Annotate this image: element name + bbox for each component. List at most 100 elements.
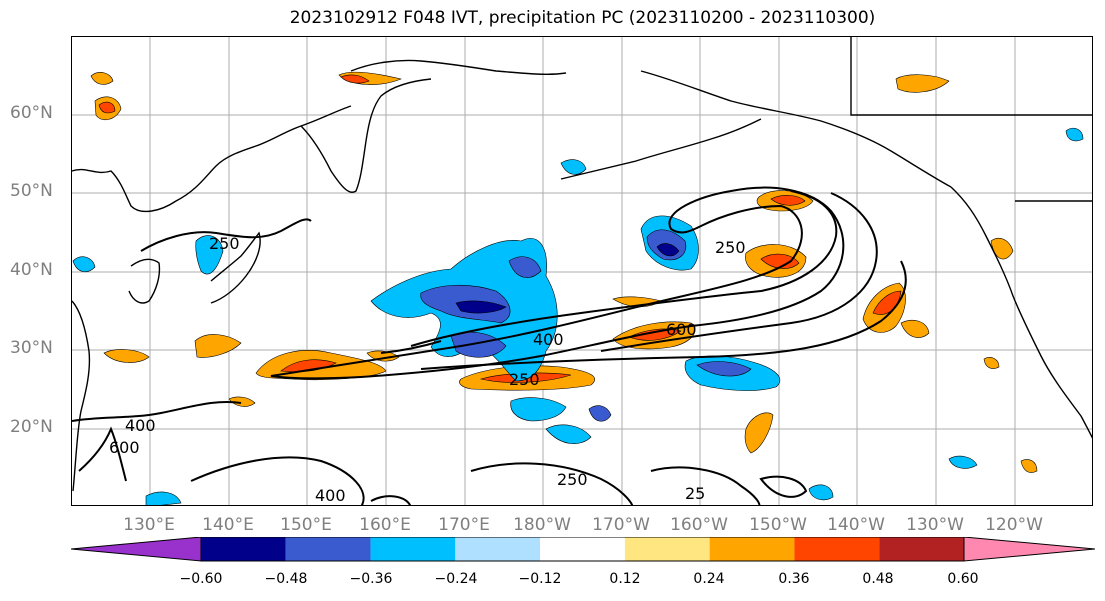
colorbar-segment	[709, 537, 795, 561]
ivt-contour-south-400	[190, 456, 365, 505]
coastline-north-america	[950, 186, 1092, 439]
colorbar-tick: −0.48	[264, 571, 308, 587]
ivt-contour-west-250	[140, 218, 312, 252]
coastline-asia	[72, 105, 352, 213]
contour-label: 25	[685, 484, 705, 503]
precip-positive-area	[628, 328, 682, 341]
lat-label-30n: 30°N	[10, 338, 53, 358]
precip-positive-area	[340, 74, 370, 84]
coastline-japan	[210, 231, 261, 304]
contour-label: 400	[533, 330, 564, 349]
border-alaska-canada	[850, 37, 1092, 116]
colorbar-tick: −0.12	[518, 571, 562, 587]
map-panel: 250 250 400 600 250 400 600 400 250 25	[71, 36, 1093, 506]
coastline-aleutians	[560, 118, 762, 180]
colorbar-tick: 0.12	[609, 571, 641, 587]
precip-positive-area	[760, 253, 800, 269]
precip-positive-area	[872, 290, 902, 315]
coastline-china	[72, 300, 91, 492]
lat-label-40n: 40°N	[10, 260, 53, 280]
precip-positive-area	[900, 320, 930, 338]
precip-positive-area	[895, 74, 950, 93]
colorbar	[71, 537, 1095, 562]
contour-label: 250	[715, 238, 746, 257]
precip-negative-area	[545, 424, 592, 444]
lat-label-60n: 60°N	[10, 103, 53, 123]
coastline-siberia	[350, 59, 567, 75]
colorbar-extend-max	[963, 537, 1095, 562]
precip-negative-area	[455, 300, 507, 314]
lon-label-130e: 130°E	[123, 515, 175, 535]
precip-negative-area	[508, 256, 542, 278]
precip-positive-area	[228, 396, 256, 407]
precip-positive-area	[98, 101, 116, 114]
precip-positive-area	[990, 238, 1014, 260]
coastline-alaska	[640, 70, 952, 188]
lon-label-140w: 140°W	[827, 515, 885, 535]
coastline-korea	[128, 258, 161, 304]
colorbar-tick: 0.36	[778, 571, 810, 587]
precip-positive-area	[194, 334, 242, 358]
precip-positive-area	[90, 72, 114, 85]
contour-label: 600	[109, 438, 140, 457]
lon-label-130w: 130°W	[906, 515, 964, 535]
lon-label-160w: 160°W	[670, 515, 728, 535]
coastlines	[72, 37, 1092, 492]
precip-negative-area	[588, 405, 612, 422]
lon-label-120w: 120°W	[985, 515, 1043, 535]
precip-negative-area	[948, 455, 978, 469]
precip-positive-area	[770, 195, 806, 206]
colorbar-segment	[201, 537, 286, 561]
contour-label: 250	[557, 470, 588, 489]
ivt-contour-west-600	[78, 426, 127, 482]
precip-negative-area	[808, 484, 834, 501]
map-canvas: 250 250 400 600 250 400 600 400 250 25	[72, 37, 1092, 505]
precip-negative-shading	[72, 127, 1084, 505]
lon-label-170e: 170°E	[438, 515, 490, 535]
lat-label-50n: 50°N	[10, 181, 53, 201]
ivt-contour-south-250	[470, 462, 634, 505]
ivt-contour-250-main	[270, 186, 845, 380]
precip-positive-area	[983, 357, 1000, 369]
precip-positive-area	[744, 412, 774, 454]
colorbar-segment	[624, 537, 710, 561]
contour-label: 400	[125, 416, 156, 435]
coastline-kamchatka	[300, 78, 432, 193]
colorbar-segment	[370, 537, 456, 561]
contour-labels: 250 250 400 600 250 400 600 400 250 25	[109, 234, 746, 505]
colorbar-segment	[285, 537, 371, 561]
ivt-contour-south-loop	[759, 475, 808, 498]
colorbar-tick: 0.48	[862, 571, 894, 587]
lon-label-180w: 180°W	[513, 515, 571, 535]
contour-label: 600	[666, 320, 697, 339]
precip-negative-area	[696, 361, 752, 377]
colorbar-extend-min	[71, 537, 202, 562]
lat-label-20n: 20°N	[10, 417, 53, 437]
lon-label-170w: 170°W	[592, 515, 650, 535]
colorbar-segment	[879, 537, 964, 561]
contour-label: 250	[209, 234, 240, 253]
ivt-contour-400	[380, 190, 838, 354]
contour-label: 250	[509, 370, 540, 389]
colorbar-tick: −0.24	[434, 571, 478, 587]
lon-label-150e: 150°E	[280, 515, 332, 535]
colorbar-tick: −0.36	[349, 571, 393, 587]
precip-negative-area	[195, 235, 224, 275]
ivt-contours	[72, 186, 907, 505]
lon-label-160e: 160°E	[359, 515, 411, 535]
colorbar-segment	[794, 537, 880, 561]
colorbar-segment	[540, 537, 625, 561]
colorbar-tick: 0.24	[693, 571, 725, 587]
ivt-contour-outer	[420, 260, 907, 370]
lon-label-140e: 140°E	[202, 515, 254, 535]
ivt-contour-west-400	[72, 400, 242, 422]
colorbar-tick: 0.60	[947, 571, 979, 587]
colorbar-segment	[455, 537, 541, 561]
ivt-contour-south-loop	[370, 495, 411, 505]
precip-negative-area	[656, 243, 680, 257]
precip-negative-area	[560, 159, 587, 175]
precip-negative-area	[72, 256, 96, 273]
precip-negative-area	[145, 491, 182, 505]
contour-label: 400	[315, 486, 346, 505]
precip-positive-area	[103, 349, 150, 363]
